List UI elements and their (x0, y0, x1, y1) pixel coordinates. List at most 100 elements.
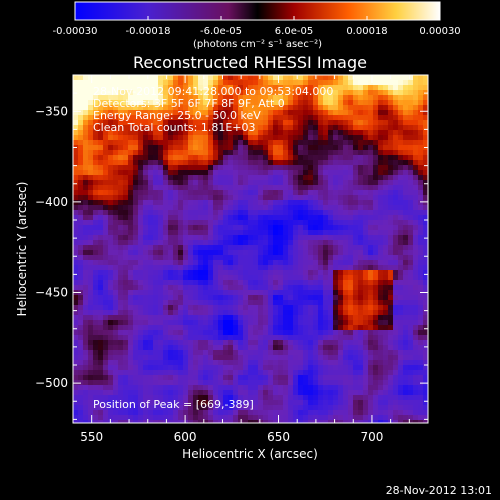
heatmap-cell (83, 345, 88, 350)
heatmap-cell (213, 225, 218, 230)
heatmap-cell (118, 135, 123, 140)
heatmap-cell (258, 155, 263, 160)
heatmap-cell (228, 155, 233, 160)
heatmap-cell (123, 165, 128, 170)
heatmap-cell (383, 325, 388, 330)
heatmap-cell (173, 305, 178, 310)
heatmap-cell (223, 135, 228, 140)
heatmap-cell (283, 190, 288, 195)
heatmap-cell (413, 325, 418, 330)
heatmap-cell (353, 325, 358, 330)
heatmap-cell (138, 100, 143, 105)
heatmap-cell (368, 285, 373, 290)
heatmap-cell (213, 210, 218, 215)
heatmap-cell (308, 275, 313, 280)
heatmap-cell (378, 340, 383, 345)
heatmap-cell (323, 105, 328, 110)
heatmap-cell (283, 325, 288, 330)
heatmap-cell (338, 285, 343, 290)
heatmap-cell (383, 385, 388, 390)
heatmap-cell (233, 140, 238, 145)
heatmap-cell (308, 360, 313, 365)
heatmap-cell (378, 170, 383, 175)
heatmap-cell (78, 215, 83, 220)
heatmap-cell (313, 120, 318, 125)
heatmap-cell (308, 130, 313, 135)
heatmap-cell (298, 120, 303, 125)
heatmap-cell (178, 340, 183, 345)
heatmap-cell (313, 380, 318, 385)
heatmap-cell (93, 165, 98, 170)
heatmap-cell (88, 390, 93, 395)
heatmap-cell (283, 220, 288, 225)
heatmap-cell (293, 365, 298, 370)
heatmap-cell (383, 140, 388, 145)
heatmap-cell (358, 155, 363, 160)
heatmap-cell (73, 85, 78, 90)
heatmap-cell (403, 390, 408, 395)
heatmap-cell (268, 150, 273, 155)
heatmap-cell (123, 350, 128, 355)
heatmap-cell (153, 325, 158, 330)
heatmap-cell (258, 110, 263, 115)
heatmap-cell (333, 200, 338, 205)
heatmap-cell (218, 195, 223, 200)
heatmap-cell (318, 85, 323, 90)
heatmap-cell (333, 185, 338, 190)
heatmap-cell (143, 320, 148, 325)
heatmap-cell (108, 365, 113, 370)
heatmap-cell (198, 110, 203, 115)
heatmap-cell (228, 195, 233, 200)
heatmap-cell (198, 320, 203, 325)
heatmap-cell (258, 150, 263, 155)
heatmap-cell (268, 205, 273, 210)
heatmap-cell (88, 325, 93, 330)
heatmap-cell (113, 215, 118, 220)
heatmap-cell (78, 295, 83, 300)
heatmap-cell (173, 105, 178, 110)
heatmap-cell (343, 365, 348, 370)
heatmap-cell (333, 330, 338, 335)
heatmap-cell (118, 415, 123, 420)
heatmap-cell (373, 100, 378, 105)
heatmap-cell (73, 325, 78, 330)
heatmap-cell (388, 340, 393, 345)
heatmap-cell (108, 185, 113, 190)
heatmap-cell (118, 285, 123, 290)
heatmap-cell (298, 240, 303, 245)
heatmap-cell (393, 335, 398, 340)
heatmap-cell (293, 390, 298, 395)
heatmap-cell (408, 105, 413, 110)
heatmap-cell (133, 335, 138, 340)
heatmap-cell (183, 285, 188, 290)
heatmap-cell (83, 295, 88, 300)
heatmap-cell (318, 335, 323, 340)
heatmap-cell (318, 170, 323, 175)
heatmap-cell (218, 315, 223, 320)
heatmap-cell (188, 275, 193, 280)
heatmap-cell (298, 175, 303, 180)
heatmap-cell (338, 80, 343, 85)
heatmap-cell (358, 360, 363, 365)
heatmap-cell (358, 415, 363, 420)
heatmap-cell (403, 265, 408, 270)
heatmap-cell (248, 100, 253, 105)
heatmap-cell (148, 265, 153, 270)
heatmap-cell (268, 420, 273, 423)
heatmap-cell (118, 95, 123, 100)
heatmap-cell (288, 140, 293, 145)
heatmap-cell (348, 150, 353, 155)
heatmap-cell (328, 290, 333, 295)
heatmap-cell (408, 155, 413, 160)
heatmap-cell (163, 250, 168, 255)
heatmap-cell (148, 330, 153, 335)
heatmap-cell (403, 145, 408, 150)
heatmap-cell (368, 200, 373, 205)
heatmap-cell (183, 190, 188, 195)
heatmap-cell (228, 265, 233, 270)
heatmap-cell (238, 225, 243, 230)
heatmap-cell (238, 270, 243, 275)
heatmap-cell (238, 100, 243, 105)
heatmap-cell (403, 235, 408, 240)
heatmap-cell (403, 95, 408, 100)
